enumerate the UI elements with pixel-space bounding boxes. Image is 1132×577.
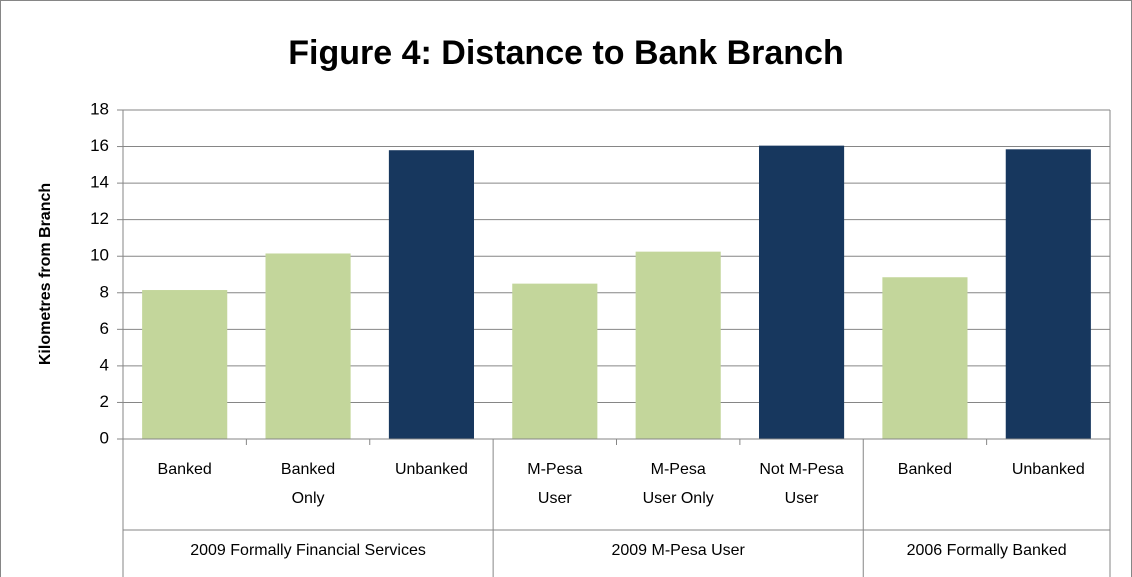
group-label: 2009 Formally Financial Services <box>190 542 426 559</box>
chart-title: Figure 4: Distance to Bank Branch <box>288 34 843 72</box>
y-tick-label: 6 <box>100 319 109 338</box>
y-tick-label: 4 <box>100 355 109 374</box>
y-axis-label: Kilometres from Branch <box>37 183 54 365</box>
y-tick-label: 18 <box>90 99 109 118</box>
y-tick-label: 8 <box>100 282 109 301</box>
y-tick-label: 10 <box>90 246 109 265</box>
bar <box>512 283 598 439</box>
x-tick-label: Not M-Pesa User <box>759 461 844 507</box>
group-label: 2006 Formally Banked <box>906 542 1067 559</box>
bar <box>758 145 845 439</box>
y-tick-label: 0 <box>100 428 109 447</box>
x-tick-label: M-Pesa User Only <box>642 461 714 507</box>
bar <box>142 290 228 439</box>
bar <box>265 253 351 439</box>
x-tick-label: Banked Only <box>280 461 336 507</box>
y-tick-label: 14 <box>90 173 109 192</box>
bar <box>882 277 968 439</box>
bar <box>388 150 475 439</box>
bar <box>635 251 721 439</box>
x-tick-label: Banked <box>897 461 953 478</box>
x-tick-label: Unbanked <box>1011 461 1085 478</box>
group-label: 2009 M-Pesa User <box>611 542 745 559</box>
y-tick-label: 2 <box>100 392 109 411</box>
y-tick-label: 12 <box>90 209 109 228</box>
x-tick-label: Banked <box>157 461 212 478</box>
bar <box>1005 149 1091 439</box>
y-tick-label: 16 <box>90 136 109 155</box>
x-tick-label: Unbanked <box>394 461 468 478</box>
x-tick-label: M-Pesa User <box>527 461 583 507</box>
